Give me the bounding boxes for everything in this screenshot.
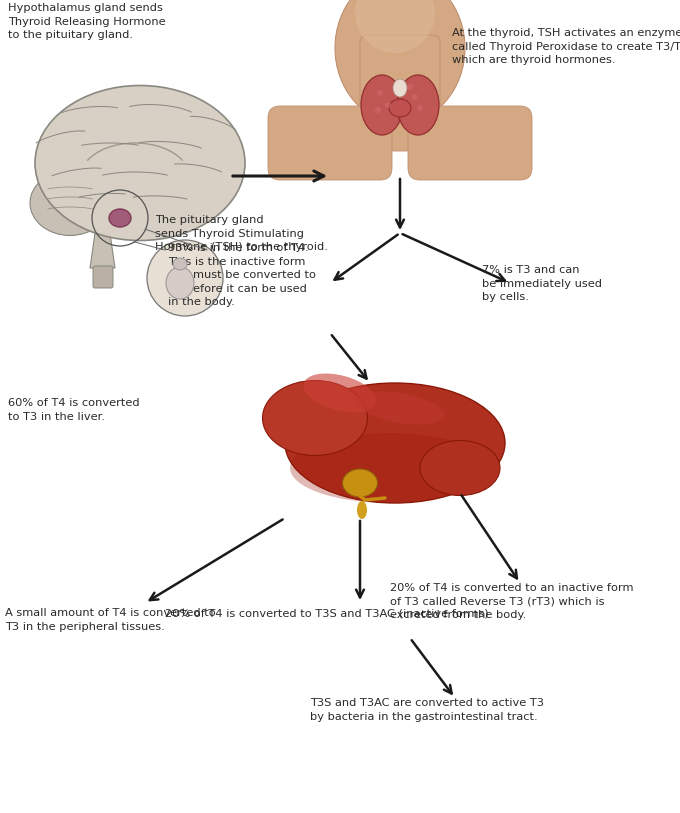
Circle shape [412, 94, 418, 100]
FancyBboxPatch shape [93, 266, 113, 288]
Circle shape [375, 107, 381, 113]
FancyBboxPatch shape [268, 106, 392, 180]
Ellipse shape [285, 383, 505, 503]
Ellipse shape [290, 433, 490, 503]
Ellipse shape [357, 501, 367, 519]
Ellipse shape [389, 99, 411, 117]
Circle shape [407, 84, 413, 90]
Circle shape [147, 240, 223, 316]
Ellipse shape [262, 380, 367, 455]
Ellipse shape [397, 75, 439, 135]
Ellipse shape [420, 441, 500, 495]
Ellipse shape [343, 469, 377, 497]
Circle shape [417, 105, 423, 111]
Text: 20% of T4 is converted to T3S and T3AC (inactive forms): 20% of T4 is converted to T3S and T3AC (… [165, 608, 489, 618]
Text: At the thyroid, TSH activates an enzyme
called Thyroid Peroxidase to create T3/T: At the thyroid, TSH activates an enzyme … [452, 28, 680, 65]
Polygon shape [90, 233, 115, 268]
Ellipse shape [335, 0, 465, 123]
Text: 93% is in the form of T4.
This is the inactive form
and must be converted to
T3 : 93% is in the form of T4. This is the in… [168, 243, 316, 307]
Ellipse shape [361, 75, 403, 135]
Circle shape [385, 102, 391, 108]
Ellipse shape [356, 391, 445, 424]
Text: T3S and T3AC are converted to active T3
by bacteria in the gastrointestinal trac: T3S and T3AC are converted to active T3 … [310, 698, 544, 722]
Text: 7% is T3 and can
be immediately used
by cells.: 7% is T3 and can be immediately used by … [482, 265, 602, 302]
Circle shape [377, 90, 383, 96]
Ellipse shape [30, 171, 110, 236]
FancyBboxPatch shape [408, 106, 532, 180]
Text: 60% of T4 is converted
to T3 in the liver.: 60% of T4 is converted to T3 in the live… [8, 398, 139, 422]
Ellipse shape [35, 85, 245, 241]
FancyBboxPatch shape [360, 35, 440, 151]
Text: A small amount of T4 is converted to
T3 in the peripheral tissues.: A small amount of T4 is converted to T3 … [5, 608, 216, 632]
Ellipse shape [166, 267, 194, 299]
Ellipse shape [303, 373, 377, 412]
Ellipse shape [173, 258, 187, 270]
Text: The pituitary gland
sends Thyroid Stimulating
Hormone (TSH) to the thyroid.: The pituitary gland sends Thyroid Stimul… [155, 215, 328, 252]
Text: Hypothalamus gland sends
Thyroid Releasing Hormone
to the pituitary gland.: Hypothalamus gland sends Thyroid Releasi… [8, 3, 166, 40]
Ellipse shape [109, 209, 131, 227]
Ellipse shape [355, 0, 435, 53]
Text: 20% of T4 is converted to an inactive form
of T3 called Reverse T3 (rT3) which i: 20% of T4 is converted to an inactive fo… [390, 583, 634, 620]
Ellipse shape [393, 79, 407, 97]
